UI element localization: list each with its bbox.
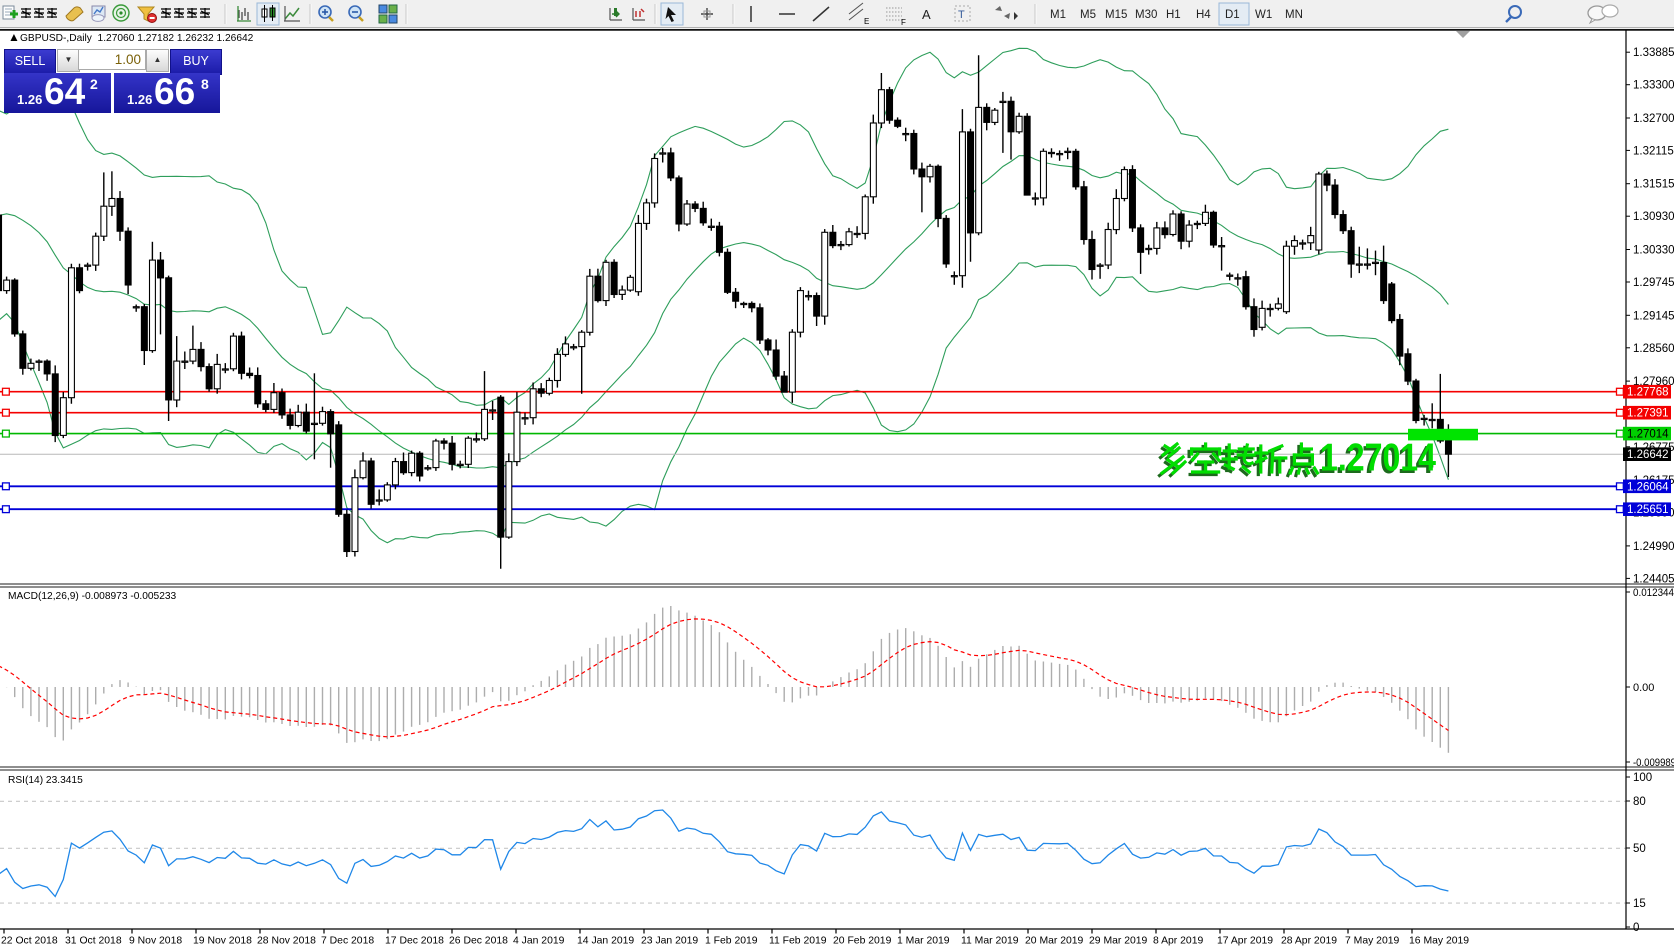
svg-text:1.25651: 1.25651 <box>1627 504 1669 516</box>
svg-text:1.30930: 1.30930 <box>1633 211 1674 223</box>
svg-text:14 Jan 2019: 14 Jan 2019 <box>577 936 634 947</box>
svg-text:28 Apr 2019: 28 Apr 2019 <box>1281 936 1337 947</box>
svg-text:1.29745: 1.29745 <box>1633 277 1674 289</box>
svg-text:4 Jan 2019: 4 Jan 2019 <box>513 936 565 947</box>
svg-text:17 Apr 2019: 17 Apr 2019 <box>1217 936 1273 947</box>
svg-text:1.32700: 1.32700 <box>1633 113 1674 125</box>
svg-text:▲: ▲ <box>8 30 20 44</box>
svg-text:100: 100 <box>1633 772 1652 784</box>
svg-text:1.29145: 1.29145 <box>1633 310 1674 322</box>
svg-text:7 May 2019: 7 May 2019 <box>1345 936 1400 947</box>
svg-text:15: 15 <box>1633 898 1646 910</box>
svg-text:19 Nov 2018: 19 Nov 2018 <box>193 936 252 947</box>
svg-text:1.27768: 1.27768 <box>1627 387 1669 399</box>
svg-text:F: F <box>901 18 906 27</box>
svg-text:50: 50 <box>1633 843 1646 855</box>
svg-text:31 Oct 2018: 31 Oct 2018 <box>65 936 122 947</box>
svg-text:29 Mar 2019: 29 Mar 2019 <box>1089 936 1148 947</box>
svg-text:E: E <box>864 17 869 26</box>
svg-text:80: 80 <box>1633 796 1646 808</box>
svg-text:M5: M5 <box>1080 9 1096 21</box>
svg-text:1.24405: 1.24405 <box>1633 573 1674 585</box>
svg-text:1.26642: 1.26642 <box>1627 449 1669 461</box>
svg-text:11 Feb 2019: 11 Feb 2019 <box>769 936 827 947</box>
svg-text:RSI(14) 23.3415: RSI(14) 23.3415 <box>8 775 83 786</box>
svg-text:1.27391: 1.27391 <box>1627 408 1669 420</box>
svg-text:1.31515: 1.31515 <box>1633 179 1674 191</box>
svg-text:28 Nov 2018: 28 Nov 2018 <box>257 936 316 947</box>
svg-text:-0.009989: -0.009989 <box>1633 757 1674 769</box>
svg-text:W1: W1 <box>1255 9 1272 21</box>
svg-text:1.27014: 1.27014 <box>1320 437 1436 480</box>
svg-text:1.33300: 1.33300 <box>1633 80 1674 92</box>
svg-text:D1: D1 <box>1225 9 1240 21</box>
svg-text:0: 0 <box>1633 922 1639 934</box>
svg-text:1 Feb 2019: 1 Feb 2019 <box>705 936 758 947</box>
svg-text:7 Dec 2018: 7 Dec 2018 <box>321 936 374 947</box>
svg-text:1.27014: 1.27014 <box>1318 439 1434 482</box>
svg-text:22 Oct 2018: 22 Oct 2018 <box>1 936 58 947</box>
svg-text:T: T <box>958 9 965 21</box>
svg-text:1.32115: 1.32115 <box>1633 145 1674 157</box>
svg-text:1.28560: 1.28560 <box>1633 343 1674 355</box>
svg-text:1.27014: 1.27014 <box>1627 429 1669 441</box>
svg-text:H4: H4 <box>1196 9 1211 21</box>
svg-text:23 Jan 2019: 23 Jan 2019 <box>641 936 698 947</box>
svg-text:0.00: 0.00 <box>1633 682 1654 694</box>
svg-text:0.012344: 0.012344 <box>1633 587 1674 599</box>
svg-text:M1: M1 <box>1050 9 1066 21</box>
svg-text:M15: M15 <box>1105 9 1127 21</box>
svg-text:1.30330: 1.30330 <box>1633 245 1674 257</box>
svg-text:1.26064: 1.26064 <box>1627 481 1669 493</box>
svg-text:11 Mar 2019: 11 Mar 2019 <box>961 936 1019 947</box>
svg-text:26 Dec 2018: 26 Dec 2018 <box>449 936 508 947</box>
svg-text:MACD(12,26,9) -0.008973 -0.005: MACD(12,26,9) -0.008973 -0.005233 <box>8 591 177 602</box>
svg-text:A: A <box>922 7 931 22</box>
svg-text:8 Apr 2019: 8 Apr 2019 <box>1153 936 1203 947</box>
svg-text:H1: H1 <box>1166 9 1181 21</box>
svg-text:20 Feb 2019: 20 Feb 2019 <box>833 936 892 947</box>
svg-text:17 Dec 2018: 17 Dec 2018 <box>385 936 444 947</box>
svg-text:MN: MN <box>1285 9 1303 21</box>
svg-text:16 May 2019: 16 May 2019 <box>1409 936 1469 947</box>
svg-text:1 Mar 2019: 1 Mar 2019 <box>897 936 950 947</box>
svg-text:1.24990: 1.24990 <box>1633 541 1674 553</box>
svg-text:20 Mar 2019: 20 Mar 2019 <box>1025 936 1084 947</box>
svg-text:M30: M30 <box>1135 9 1157 21</box>
svg-text:GBPUSD-,Daily 1.27060 1.27182: GBPUSD-,Daily 1.27060 1.27182 1.26232 1.… <box>20 33 254 44</box>
svg-text:9 Nov 2018: 9 Nov 2018 <box>129 936 182 947</box>
svg-text:1.33885: 1.33885 <box>1633 47 1674 59</box>
